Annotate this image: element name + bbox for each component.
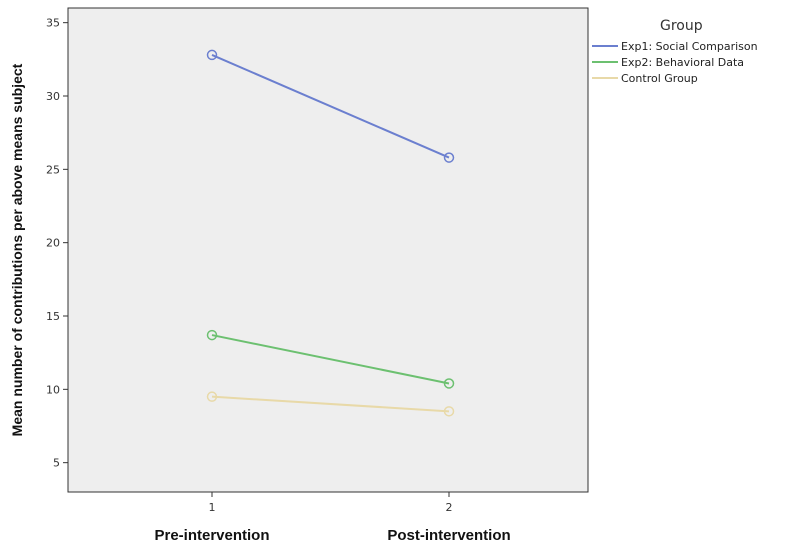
y-axis-title: Mean number of contributions per above m… <box>9 63 25 436</box>
x-category-label: Post-intervention <box>387 527 510 544</box>
legend-label: Control Group <box>621 72 698 85</box>
legend-label: Exp1: Social Comparison <box>621 40 758 53</box>
y-tick-label: 30 <box>46 90 60 103</box>
y-tick-label: 10 <box>46 383 60 396</box>
y-tick-label: 35 <box>46 17 60 30</box>
legend-label: Exp2: Behavioral Data <box>621 56 744 69</box>
data-point <box>443 378 455 389</box>
y-tick-label: 15 <box>46 310 60 323</box>
legend-title: Group <box>660 18 703 34</box>
data-point <box>206 391 218 402</box>
data-point <box>443 152 455 163</box>
series-line <box>211 334 450 385</box>
legend: Group Exp1: Social Comparison Exp2: Behav… <box>592 18 758 85</box>
data-point <box>443 406 455 417</box>
x-tick-label: 1 <box>209 501 216 514</box>
series-line <box>211 54 450 159</box>
y-axis: 5 10 15 20 25 30 35 <box>46 17 68 470</box>
y-tick-label: 25 <box>46 163 60 176</box>
y-tick-label: 20 <box>46 237 60 250</box>
series-line <box>211 395 450 413</box>
x-tick-label: 2 <box>446 501 453 514</box>
plot-area <box>67 7 589 493</box>
x-axis: 1 2 Pre-intervention Post-intervention <box>154 492 511 544</box>
x-category-label: Pre-intervention <box>154 527 269 544</box>
y-tick-label: 5 <box>53 457 60 470</box>
data-point <box>206 49 218 61</box>
series-layer <box>206 49 455 417</box>
data-point <box>206 329 218 341</box>
